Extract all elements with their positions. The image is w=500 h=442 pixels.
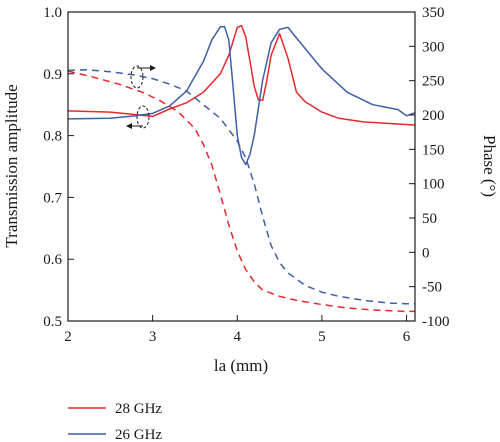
y-right-tick-label: 300 [422, 39, 445, 55]
left-axis-indicator [126, 105, 150, 129]
series-line-phase-2 [67, 70, 415, 313]
y-right-tick-label: 100 [422, 177, 445, 193]
y-right-axis-title: Phase (°) [480, 135, 499, 197]
x-tick-label: 2 [64, 329, 72, 345]
y-left-tick-label: 0.5 [43, 314, 62, 330]
x-tick-label: 6 [403, 329, 411, 345]
x-axis-title: la (mm) [214, 356, 268, 375]
y-left-axis-ticks: 0.5 0.6 0.7 0.8 0.9 1.0 [43, 5, 74, 330]
right-axis-indicator [130, 65, 156, 89]
y-right-tick-label: 200 [422, 108, 445, 124]
y-right-tick-label: 0 [422, 245, 430, 261]
legend: 28 GHz 26 GHz [68, 401, 162, 442]
y-left-axis-title: Transmission amplitude [2, 84, 21, 247]
y-right-tick-label: -100 [422, 314, 450, 330]
y-right-tick-label: -50 [422, 280, 442, 296]
x-tick-label: 3 [149, 329, 157, 345]
y-right-tick-label: 250 [422, 74, 445, 90]
y-right-tick-label: 50 [422, 211, 437, 227]
series-line-phase-3 [67, 68, 415, 305]
plot-frame [67, 11, 416, 322]
y-left-tick-label: 0.6 [43, 252, 62, 268]
x-tick-label: 4 [234, 329, 242, 345]
y-right-tick-label: 350 [422, 5, 445, 21]
y-right-axis-ticks: -100 -50 0 50 100 150 200 250 300 350 [409, 5, 450, 330]
series-line-amplitude-0 [67, 24, 416, 126]
y-left-tick-label: 0.7 [43, 190, 62, 206]
indicator-ellipse [136, 105, 150, 129]
y-left-tick-label: 0.9 [43, 67, 62, 83]
x-tick-label: 5 [318, 329, 326, 345]
y-left-tick-label: 0.8 [43, 129, 62, 145]
series-line-amplitude-1 [67, 26, 416, 166]
indicator-ellipse [130, 65, 144, 89]
x-axis-ticks: 2 3 4 5 6 [64, 315, 411, 345]
y-right-tick-label: 150 [422, 142, 445, 158]
indicator-arrowhead [126, 123, 132, 129]
indicator-arrowhead [150, 65, 156, 71]
legend-label: 28 GHz [115, 401, 162, 417]
y-left-tick-label: 1.0 [43, 5, 62, 21]
legend-label: 26 GHz [115, 427, 162, 442]
curves-layer [67, 24, 416, 313]
